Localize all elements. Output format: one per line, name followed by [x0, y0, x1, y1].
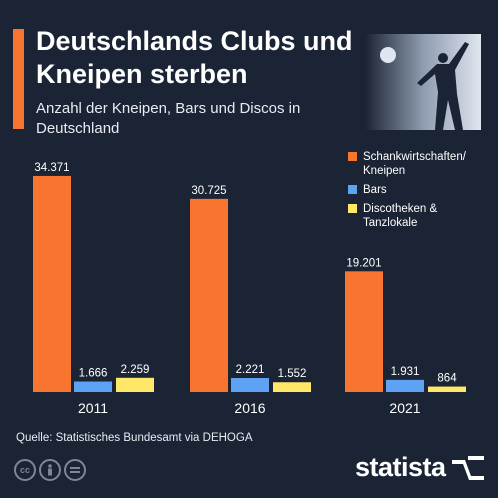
legend-swatch-bars	[348, 185, 357, 194]
bar-bars-2016	[231, 378, 269, 392]
x-tick-label-2011: 2011	[78, 400, 108, 416]
brand-logo-text: statista	[355, 452, 446, 482]
bar-kneipen-2021	[345, 271, 383, 392]
legend-label-discos: Discotheken & Tanzlokale	[363, 203, 438, 229]
source-note: Quelle: Statistisches Bundesamt via DEHO…	[16, 432, 253, 444]
data-label-discos-2021: 864	[437, 373, 457, 385]
x-tick-label-2016: 2016	[234, 400, 265, 416]
legend-label-bars: Bars	[363, 184, 387, 196]
data-label-bars-2021: 1.931	[391, 366, 420, 378]
license-badges: cc	[14, 459, 86, 481]
legend-swatch-discos	[348, 204, 357, 213]
legend-swatch-kneipen	[348, 152, 357, 161]
bar-discos-2016	[273, 382, 311, 392]
legend-item-kneipen: Schankwirtschaften/ Kneipen	[348, 150, 493, 178]
data-label-discos-2016: 1.552	[278, 368, 307, 380]
chart-subtitle: Anzahl der Kneipen, Bars und Discos in D…	[36, 100, 301, 137]
bar-kneipen-2011	[33, 175, 71, 392]
brand-logo-icon	[451, 455, 484, 480]
data-label-kneipen-2021: 19.201	[346, 257, 381, 269]
legend-item-bars: Bars	[348, 183, 493, 197]
legend-item-discos: Discotheken & Tanzlokale	[348, 202, 493, 230]
nd-equals-icon	[64, 459, 86, 481]
legend: Schankwirtschaften/ Kneipen Bars Discoth…	[348, 150, 493, 235]
cc-icon: cc	[14, 459, 36, 481]
data-label-kneipen-2016: 30.725	[191, 185, 226, 197]
x-tick-label-2021: 2021	[389, 400, 420, 416]
data-label-discos-2011: 2.259	[121, 364, 150, 376]
legend-label-kneipen: Schankwirtschaften/ Kneipen	[363, 151, 466, 177]
title-accent-bar	[13, 29, 24, 129]
bar-discos-2021	[428, 386, 466, 392]
bar-bars-2021	[386, 379, 424, 392]
data-label-kneipen-2011: 34.371	[34, 162, 69, 174]
dancer-illustration-icon	[365, 34, 481, 130]
chart-title: Deutschlands Clubs und Kneipen sterben	[36, 26, 353, 89]
bar-bars-2011	[74, 381, 112, 392]
by-person-icon	[39, 459, 61, 481]
brand: statista	[355, 452, 484, 483]
bar-kneipen-2016	[190, 198, 228, 392]
bar-discos-2011	[116, 377, 154, 392]
data-label-bars-2016: 2.221	[236, 364, 265, 376]
data-label-bars-2011: 1.666	[79, 368, 108, 380]
